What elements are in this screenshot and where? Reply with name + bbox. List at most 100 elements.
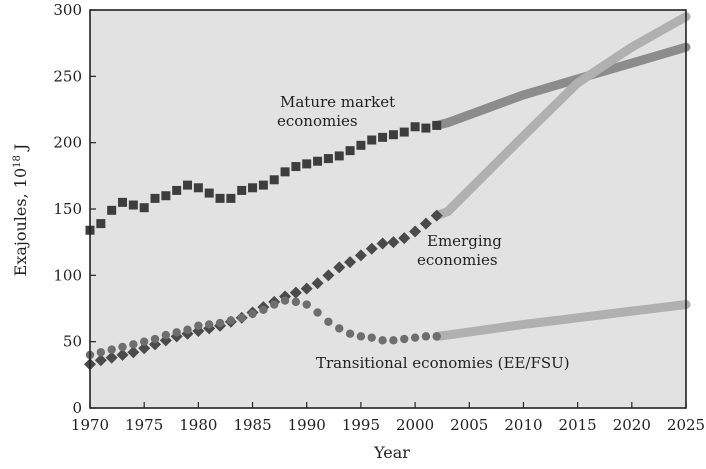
data-point [161,191,171,201]
data-point [215,318,225,328]
annotation-emerging-line1: Emerging [427,232,502,250]
x-tick-label: 2005 [450,416,488,434]
x-axis-title: Year [373,443,410,462]
data-point [183,180,193,190]
annotation-emerging-line2: economies [417,251,498,269]
data-point [291,297,301,307]
data-point [378,336,387,345]
data-point [345,329,355,338]
data-point [432,332,441,341]
y-tick-label: 150 [53,200,82,218]
y-axis-title-unit: J [11,144,30,156]
data-point [237,313,246,322]
y-tick-label: 100 [53,266,82,284]
x-tick-label: 1985 [233,416,271,434]
data-point [313,308,322,317]
projection-line [432,12,691,221]
data-point [313,156,323,166]
data-point [128,200,138,210]
data-point [116,348,129,361]
x-tick-label: 1995 [342,416,380,434]
data-point [389,336,398,345]
data-point [118,197,128,207]
y-tick-label: 0 [72,399,82,417]
data-point [345,146,355,156]
data-point [323,154,333,164]
data-point [280,167,290,177]
x-tick-label: 2010 [504,416,542,434]
data-point [138,342,151,355]
annotation-transitional: Transitional economies (EE/FSU) [316,354,570,372]
x-tick-label: 2015 [559,416,597,434]
x-tick-label: 1980 [179,416,217,434]
projection-line [432,300,691,341]
data-point [204,188,214,198]
data-point [172,328,181,337]
data-point [248,309,257,319]
data-point [107,345,116,354]
data-point [215,193,225,203]
y-tick-label: 250 [53,67,82,85]
data-point [226,316,236,325]
x-tick-label: 1970 [71,416,109,434]
data-point [388,130,398,140]
data-point [322,269,335,282]
data-point [410,122,420,132]
data-point [354,249,367,262]
data-point [421,123,431,133]
data-point [378,132,388,142]
data-point [410,333,420,342]
data-point [367,135,377,145]
data-point [324,317,333,326]
data-point [96,348,106,357]
data-point [226,193,236,203]
data-point [161,330,171,340]
y-tick-label: 200 [53,134,82,152]
series-1 [85,42,691,235]
x-tick-label: 2000 [396,416,434,434]
data-point [387,236,400,249]
x-tick-label: 2025 [667,416,705,434]
data-point [96,219,106,229]
data-point [356,140,366,150]
data-point [237,185,247,195]
data-point [269,175,279,185]
x-tick-label: 1975 [125,416,163,434]
data-point [365,242,378,255]
data-point [105,351,118,364]
data-point [193,183,203,193]
data-point [258,180,268,190]
projection-line [432,42,691,130]
data-point [129,340,138,349]
y-axis-title: Exajoules, 1018 J [11,144,30,277]
y-tick-label: 300 [53,1,82,19]
data-point [270,300,279,309]
data-point [172,185,182,195]
data-point [430,209,443,222]
data-point [118,342,127,352]
x-axis: 1970 1975 1980 1985 1990 1995 2000 2005 2010 2015… [71,402,705,434]
data-point [398,232,411,245]
data-point [344,256,357,269]
x-tick-label: 1990 [288,416,326,434]
data-point [400,334,409,344]
data-point [183,325,192,334]
data-point [376,237,389,250]
data-point [419,217,432,230]
data-point [194,321,203,330]
data-point [334,151,344,161]
y-axis-title-exponent: 18 [12,155,23,168]
data-point [311,277,324,290]
data-point [139,203,149,213]
data-point [94,354,107,367]
data-point [333,261,346,274]
data-point [127,346,140,359]
data-point [280,296,290,305]
data-point [409,225,422,238]
annotation-mature-line2: economies [277,112,358,130]
data-point [259,305,268,315]
annotation-mature-line1: Mature market [280,93,395,111]
data-point [367,333,376,342]
data-point [291,162,301,172]
